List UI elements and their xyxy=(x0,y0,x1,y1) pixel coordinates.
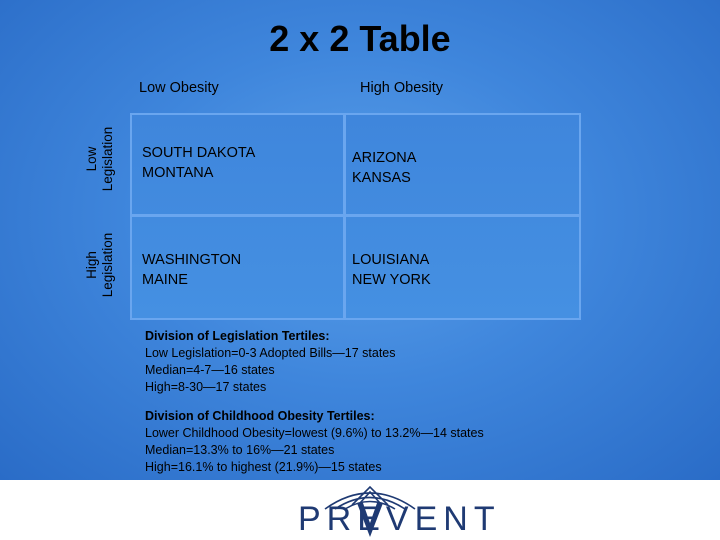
slide: 2 x 2 Table Low Obesity High Obesity Low… xyxy=(0,0,720,480)
note-line: High=16.1% to highest (21.9%)—15 states xyxy=(145,460,382,474)
logo-text: PREVENT xyxy=(298,500,501,538)
row-header-line: Low xyxy=(84,146,99,172)
note-heading: Division of Legislation Tertiles: xyxy=(145,329,330,343)
obesity-tertiles-note: Division of Childhood Obesity Tertiles: … xyxy=(145,408,484,476)
note-line: Median=4-7—16 states xyxy=(145,363,275,377)
prevent-logo-icon xyxy=(324,485,416,537)
slide-title: 2 x 2 Table xyxy=(269,18,451,59)
column-header-high-obesity: High Obesity xyxy=(360,80,444,96)
state-name: KANSAS xyxy=(352,170,411,186)
note-line: Lower Childhood Obesity=lowest (9.6%) to… xyxy=(145,426,484,440)
state-name: NEW YORK xyxy=(352,272,431,288)
note-line: High=8-30—17 states xyxy=(145,380,267,394)
state-name: ARIZONA xyxy=(352,150,417,166)
note-heading: Division of Childhood Obesity Tertiles: xyxy=(145,409,375,423)
cell-high-legislation-high-obesity: LOUISIANA NEW YORK xyxy=(352,250,431,290)
state-name: SOUTH DAKOTA xyxy=(142,145,256,161)
row-header-high-legislation: High Legislation xyxy=(84,215,118,315)
state-name: WASHINGTON xyxy=(142,252,242,268)
two-by-two-grid: SOUTH DAKOTA MONTANA ARIZONA KANSAS WASH… xyxy=(130,113,581,320)
grid-divider-horizontal xyxy=(132,214,579,217)
row-header-line: Legislation xyxy=(100,126,115,192)
cell-high-legislation-low-obesity: WASHINGTON MAINE xyxy=(142,250,241,290)
state-name: LOUISIANA xyxy=(352,252,430,268)
cell-low-legislation-high-obesity: ARIZONA KANSAS xyxy=(352,148,416,188)
legislation-tertiles-note: Division of Legislation Tertiles: Low Le… xyxy=(145,328,396,396)
row-header-low-legislation: Low Legislation xyxy=(84,109,118,209)
column-header-low-obesity: Low Obesity xyxy=(139,80,219,96)
note-line: Median=13.3% to 16%—21 states xyxy=(145,443,335,457)
row-header-line: High xyxy=(84,251,99,279)
state-name: MONTANA xyxy=(142,165,214,181)
cell-low-legislation-low-obesity: SOUTH DAKOTA MONTANA xyxy=(142,143,255,183)
note-line: Low Legislation=0-3 Adopted Bills—17 sta… xyxy=(145,346,396,360)
row-header-line: Legislation xyxy=(100,232,115,298)
state-name: MAINE xyxy=(142,272,188,288)
